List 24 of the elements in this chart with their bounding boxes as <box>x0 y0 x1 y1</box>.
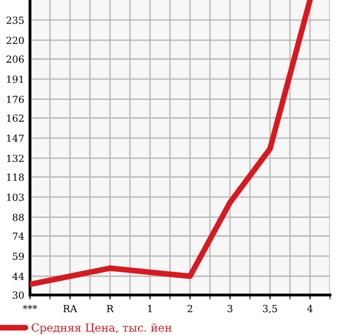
y-tick-label: 88 <box>12 214 24 222</box>
x-tick-label: 3 <box>228 304 232 312</box>
y-tick-label: 147 <box>7 134 24 142</box>
y-tick-label: 132 <box>7 154 24 162</box>
y-tick-label: 59 <box>12 252 24 260</box>
x-tick-label: RA <box>63 305 78 312</box>
y-tick-label: 118 <box>7 173 24 181</box>
y-tick-label: 44 <box>12 272 24 280</box>
x-tick-label: *** <box>22 304 38 310</box>
y-tick-label: 74 <box>12 232 24 240</box>
y-tick-label: 30 <box>12 291 24 299</box>
x-tick-label: 2 <box>188 304 192 312</box>
y-tick-label: 176 <box>7 96 24 104</box>
y-tick-label: 220 <box>6 36 24 44</box>
x-tick-label: 1 <box>148 304 152 312</box>
x-tick-label: R <box>106 305 114 312</box>
y-tick-label: 206 <box>6 55 24 63</box>
x-tick-label: 4 <box>307 304 313 312</box>
y-tick-label: 191 <box>7 76 24 83</box>
y-tick-label: 162 <box>7 114 24 122</box>
legend-label: Средняя Цена, тыс. йен <box>32 323 172 334</box>
y-tick-label: 235 <box>6 16 24 24</box>
x-tick-label: 3,5 <box>263 304 277 314</box>
y-tick-label: 103 <box>7 194 24 201</box>
